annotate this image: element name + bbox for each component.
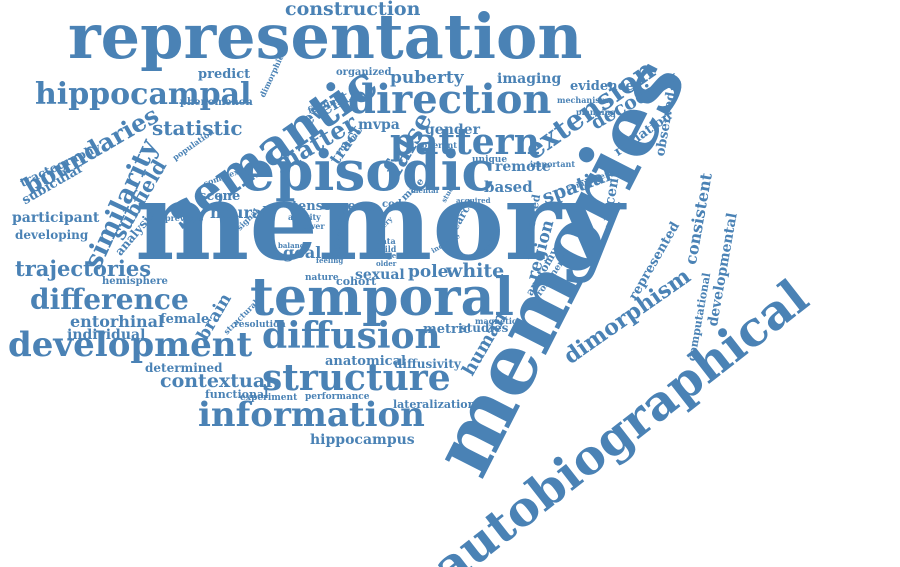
cloud-word: evidence (570, 79, 634, 94)
cloud-word: acquired (456, 196, 491, 205)
cloud-word: unique (472, 155, 508, 165)
cloud-word: temporal (250, 267, 515, 328)
cloud-word: pole (408, 262, 449, 282)
cloud-word: episodic (240, 138, 495, 203)
cloud-word: consistent (681, 171, 716, 266)
cloud-word: experiment (240, 393, 298, 403)
cloud-word: performance (305, 392, 370, 402)
cloud-word: metric (423, 322, 471, 337)
cloud-word: puberty (390, 68, 464, 88)
cloud-word: structure (262, 357, 451, 399)
cloud-word: female (160, 312, 210, 327)
cloud-word: anatomical (325, 354, 406, 369)
cloud-word: participant (12, 210, 100, 226)
cloud-word: previous (165, 213, 204, 223)
cloud-word: phenomenon (180, 97, 253, 108)
cloud-word: larger (376, 251, 400, 260)
cloud-word: difference (30, 283, 189, 316)
cloud-word: hippocampus (310, 432, 415, 448)
cloud-word: white (446, 260, 505, 282)
cloud-word: code (382, 199, 409, 210)
cloud-word: mechanism (557, 95, 609, 105)
cloud-word: important (530, 159, 576, 169)
cloud-word: memory (135, 159, 624, 285)
cloud-word: imaging (497, 71, 562, 87)
cloud-word: studies (460, 321, 509, 335)
cloud-word: year (340, 199, 372, 214)
cloud-word: data (376, 236, 396, 246)
cloud-word: mental (411, 186, 439, 195)
cloud-word: balance (278, 241, 309, 250)
cloud-word: hippocampal (35, 77, 252, 112)
cloud-word: gender (425, 122, 480, 138)
cloud-word: lateralization (393, 398, 476, 411)
cloud-word: individual (67, 327, 146, 343)
cloud-word: tensor (292, 199, 339, 214)
cloud-word: organized (336, 67, 392, 78)
cloud-word: developing (15, 228, 89, 242)
cloud-word: representation (68, 0, 583, 73)
cloud-word: cohort (336, 275, 377, 288)
cloud-word: entorhinal (70, 312, 165, 331)
cloud-word: diffusion (262, 315, 441, 357)
cloud-word: functional (205, 388, 269, 401)
cloud-word: planning (576, 107, 616, 117)
cloud-word: direction (348, 76, 552, 123)
cloud-word: feeling (316, 256, 344, 265)
cloud-word: older (376, 259, 397, 268)
cloud-word: construction (285, 0, 421, 20)
cloud-word: activity (288, 212, 321, 222)
cloud-word: diffusivity (394, 357, 461, 371)
cloud-word: scene (199, 189, 241, 204)
cloud-word: pattern (390, 121, 540, 163)
cloud-word: mvpa (358, 117, 400, 133)
cloud-word: statistic (152, 116, 243, 140)
cloud-word: based (484, 178, 533, 196)
cloud-word: child (374, 244, 397, 254)
cloud-word: magnetic (475, 316, 517, 326)
cloud-word: hemisphere (102, 276, 168, 287)
cloud-word: resolution (234, 320, 286, 330)
cloud-word: lower (300, 221, 325, 231)
cloud-word: information (198, 395, 425, 435)
cloud-word: trajectories (15, 256, 152, 281)
cloud-word: remote (495, 159, 551, 175)
cloud-word: predict (198, 67, 251, 82)
cloud-word: contextual (160, 370, 273, 392)
cloud-word: development (8, 325, 253, 365)
cloud-word: determined (145, 361, 223, 375)
cloud-word: goal (283, 243, 322, 262)
cloud-word: coherent (417, 140, 457, 150)
cloud-word: rule (365, 204, 381, 213)
cloud-word: neural (210, 203, 269, 222)
cloud-word: sexual (355, 267, 405, 283)
cloud-word: nature (305, 273, 339, 283)
